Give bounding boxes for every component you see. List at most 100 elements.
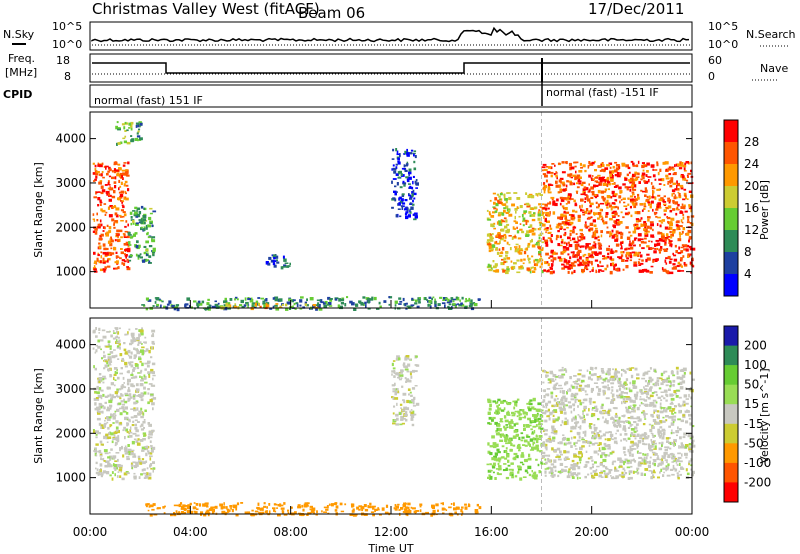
velocity-cell: [656, 457, 660, 461]
velocity-cell: [133, 415, 138, 418]
power-cell: [637, 176, 640, 178]
power-cell: [672, 192, 675, 195]
power-cell: [198, 300, 201, 304]
velocity-cell: [377, 508, 380, 511]
power-cell: [679, 234, 681, 238]
power-cell: [495, 269, 500, 273]
power-cell: [640, 217, 643, 220]
power-cell: [414, 215, 418, 219]
power-cell: [667, 183, 670, 185]
power-colorbar-swatch: [724, 186, 738, 209]
velocity-cell: [145, 452, 148, 457]
power-cell: [524, 219, 528, 222]
power-cell: [663, 195, 666, 198]
power-cell: [665, 257, 669, 260]
power-cell: [139, 137, 143, 141]
power-cell: [126, 267, 131, 271]
velocity-cell: [180, 502, 183, 505]
velocity-cell: [486, 463, 490, 466]
power-cell: [668, 260, 672, 264]
velocity-cell: [487, 411, 491, 415]
velocity-cell: [661, 420, 666, 423]
velocity-cell: [414, 385, 418, 387]
power-cell: [364, 301, 367, 305]
velocity-cell: [507, 464, 511, 467]
velocity-cell: [124, 392, 128, 395]
power-cell: [123, 243, 127, 246]
velocity-cell: [664, 448, 668, 452]
power-cell: [531, 213, 536, 217]
power-cell: [130, 127, 133, 131]
power-cell: [400, 173, 403, 176]
power-cell: [241, 305, 245, 308]
power-cell: [687, 172, 692, 175]
power-cell: [557, 256, 562, 259]
velocity-cell: [605, 418, 607, 422]
velocity-cell: [644, 380, 648, 383]
power-cell: [561, 221, 566, 224]
power-cell: [583, 253, 587, 256]
velocity-cell: [412, 369, 415, 373]
power-cell: [541, 241, 545, 244]
power-y-tick-label: 2000: [55, 220, 86, 234]
velocity-cell: [132, 455, 137, 458]
power-cell: [486, 209, 489, 212]
power-cell: [105, 167, 107, 170]
velocity-cell: [643, 414, 646, 419]
power-cell: [132, 220, 135, 223]
velocity-cell: [519, 461, 524, 464]
power-cell: [394, 185, 397, 188]
velocity-cell: [690, 405, 693, 408]
power-cell: [544, 227, 547, 230]
power-cell: [563, 241, 566, 245]
velocity-cell: [95, 327, 97, 331]
power-cell: [360, 302, 364, 306]
power-cell: [414, 212, 418, 216]
power-cell: [501, 268, 505, 271]
power-cell: [562, 246, 567, 249]
power-cell: [678, 231, 681, 235]
velocity-cell: [667, 375, 670, 379]
power-cell: [100, 255, 103, 259]
velocity-cell: [503, 425, 506, 429]
power-cell: [615, 219, 620, 222]
velocity-cell: [102, 375, 106, 378]
velocity-cell: [226, 508, 230, 511]
power-cell: [598, 246, 601, 249]
velocity-cell: [119, 353, 123, 357]
velocity-cell: [372, 513, 375, 517]
velocity-cell: [124, 351, 129, 355]
power-cell: [247, 297, 251, 301]
velocity-cell: [548, 454, 551, 457]
velocity-cell: [135, 463, 139, 467]
power-cell: [122, 164, 126, 167]
velocity-cell: [555, 402, 559, 406]
power-cell: [667, 220, 669, 224]
power-cell: [673, 172, 677, 175]
velocity-cell: [557, 474, 560, 478]
velocity-cell: [644, 385, 649, 387]
power-cell: [688, 205, 691, 209]
velocity-cell: [110, 397, 113, 400]
velocity-cell: [590, 426, 593, 430]
velocity-cell: [560, 410, 563, 414]
power-cell: [140, 220, 144, 224]
power-cell: [685, 248, 689, 252]
power-cell: [591, 246, 595, 249]
velocity-cell: [593, 373, 597, 376]
velocity-cell: [509, 473, 512, 477]
velocity-cell: [170, 513, 173, 517]
velocity-cell: [537, 408, 541, 413]
velocity-cell: [672, 408, 675, 412]
power-cell: [665, 262, 668, 265]
power-cell: [503, 217, 507, 220]
velocity-cell: [121, 384, 124, 387]
velocity-cell: [654, 452, 657, 456]
power-cell: [577, 180, 582, 183]
power-cell: [500, 219, 503, 221]
power-cell: [609, 232, 613, 236]
velocity-cell: [96, 468, 99, 472]
velocity-cell: [547, 378, 552, 381]
power-cell: [115, 235, 119, 238]
power-cell: [205, 307, 209, 310]
